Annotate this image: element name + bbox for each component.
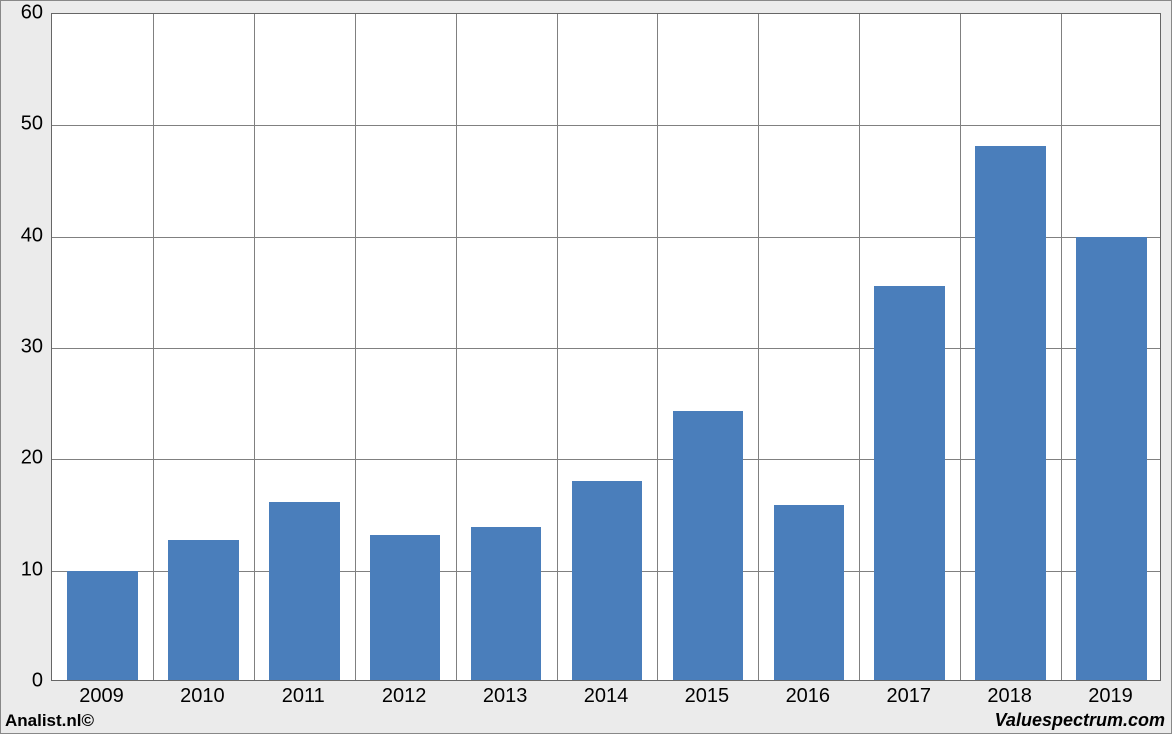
bar bbox=[774, 505, 845, 680]
gridline-vertical bbox=[758, 14, 759, 680]
gridline-vertical bbox=[960, 14, 961, 680]
gridline-horizontal bbox=[52, 125, 1160, 126]
chart-frame: 0 10 20 30 40 50 60 2009 2010 2011 2012 2013 2014 20… bbox=[0, 0, 1172, 734]
x-tick-label: 2016 bbox=[786, 685, 831, 708]
x-tick-label: 2019 bbox=[1088, 685, 1133, 708]
gridline-vertical bbox=[355, 14, 356, 680]
x-tick-label: 2014 bbox=[584, 685, 629, 708]
bar bbox=[471, 527, 542, 680]
x-tick-label: 2009 bbox=[79, 685, 124, 708]
bar bbox=[1076, 237, 1147, 680]
bar bbox=[572, 481, 643, 680]
bar bbox=[874, 286, 945, 680]
y-tick-label: 30 bbox=[1, 336, 43, 359]
bar bbox=[370, 535, 441, 680]
bar bbox=[975, 146, 1046, 680]
gridline-vertical bbox=[153, 14, 154, 680]
x-tick-label: 2010 bbox=[180, 685, 225, 708]
bar bbox=[67, 571, 138, 680]
plot-area bbox=[51, 13, 1161, 681]
bar bbox=[269, 502, 340, 680]
gridline-vertical bbox=[859, 14, 860, 680]
y-tick-label: 10 bbox=[1, 558, 43, 581]
footer-left-credit: Analist.nl© bbox=[5, 711, 94, 731]
x-tick-label: 2015 bbox=[685, 685, 730, 708]
x-tick-label: 2012 bbox=[382, 685, 427, 708]
x-tick-label: 2013 bbox=[483, 685, 528, 708]
bar bbox=[168, 540, 239, 680]
gridline-vertical bbox=[657, 14, 658, 680]
bar bbox=[673, 411, 744, 680]
gridline-vertical bbox=[557, 14, 558, 680]
gridline-vertical bbox=[254, 14, 255, 680]
x-tick-label: 2018 bbox=[987, 685, 1032, 708]
gridline-vertical bbox=[1061, 14, 1062, 680]
y-tick-label: 60 bbox=[1, 2, 43, 25]
footer-right-credit: Valuespectrum.com bbox=[995, 710, 1165, 731]
y-tick-label: 20 bbox=[1, 447, 43, 470]
y-tick-label: 0 bbox=[1, 670, 43, 693]
x-tick-label: 2017 bbox=[886, 685, 931, 708]
y-tick-label: 50 bbox=[1, 113, 43, 136]
x-tick-label: 2011 bbox=[282, 685, 325, 708]
y-tick-label: 40 bbox=[1, 224, 43, 247]
gridline-vertical bbox=[456, 14, 457, 680]
